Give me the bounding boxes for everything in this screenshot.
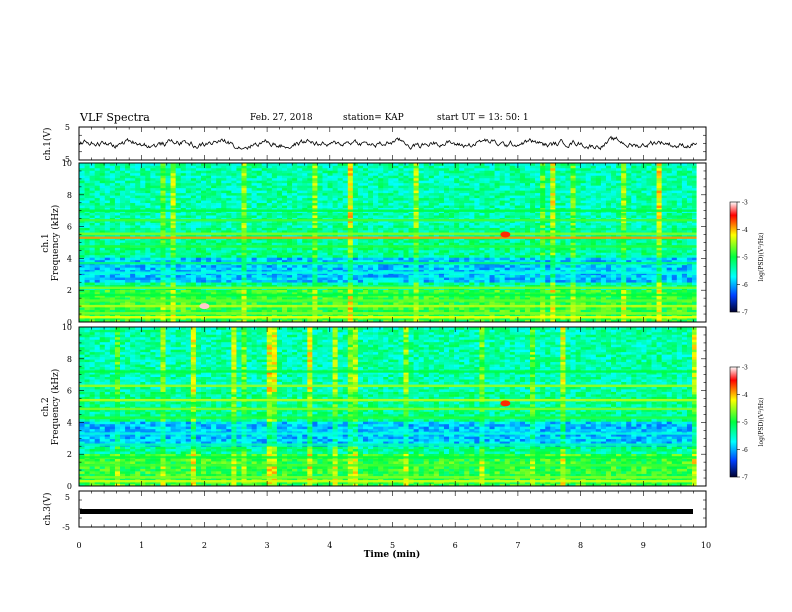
ch2-spectrogram-yticks: 0 2 4 6 8 10 <box>62 323 706 491</box>
ch3-yaxis-label: ch.3(V) <box>42 493 53 526</box>
spectral-band-5 <box>79 432 698 435</box>
ch3-waveform-trace <box>80 509 693 514</box>
axis-ticks <box>78 126 707 528</box>
start-time-label: start UT = 13: 50: 1 <box>437 113 529 123</box>
time-axis-ticklabels: 0 1 2 3 4 5 6 7 8 9 10 <box>76 541 711 550</box>
xtick-label-4: 4 <box>327 541 332 550</box>
ch1-spec-label-channel: ch.1 <box>41 233 51 252</box>
ytick-label-8: 8 <box>67 355 72 364</box>
ch1-waveform-trace <box>78 135 697 151</box>
spectral-band-5 <box>79 286 698 290</box>
ch2-colorbar-label: log(PSD)(V²/Hz) <box>758 398 765 447</box>
ytick-label-10: 10 <box>62 159 72 168</box>
ch3-ytick-top: 5 <box>65 493 70 502</box>
spectral-band-2 <box>79 464 698 467</box>
spectral-band-7 <box>79 407 698 411</box>
xtick-label-5: 5 <box>390 541 395 550</box>
ytick-label-2: 2 <box>67 286 72 295</box>
hotspot-0 <box>500 400 511 407</box>
date-label: Feb. 27, 2018 <box>250 113 313 123</box>
ch3-ytick-bottom: -5 <box>62 523 70 532</box>
ch2-spectrogram <box>79 327 706 487</box>
spectral-band-11 <box>79 219 698 222</box>
spectral-band-10 <box>79 370 698 373</box>
spectral-band-6 <box>79 271 698 274</box>
spectral-band-8 <box>79 245 698 248</box>
xtick-label-10: 10 <box>701 541 711 550</box>
ytick-label-4: 4 <box>67 254 72 263</box>
colorbar-tick--5: -5 <box>742 420 748 427</box>
ch1-ytick-top: 5 <box>65 123 70 132</box>
spectral-band-8 <box>79 398 698 402</box>
ch1-spec-label-freq: Frequency (kHz) <box>50 205 61 282</box>
ch1-colorbar-ticks: -3 -4 -5 -6 -7 <box>737 200 748 317</box>
spectral-band-1 <box>79 476 698 479</box>
spectral-band-3 <box>79 456 698 459</box>
station-label: station= KAP <box>343 113 404 123</box>
spectral-band-4 <box>79 443 698 446</box>
hotspot-1 <box>500 231 511 238</box>
spectral-band-3 <box>79 299 698 302</box>
spectral-band-12 <box>79 209 698 212</box>
ch2-spec-label-freq: Frequency (kHz) <box>50 369 61 446</box>
ytick-label-0: 0 <box>67 482 72 491</box>
colorbar-tick--6: -6 <box>742 282 748 289</box>
xtick-label-0: 0 <box>76 541 81 550</box>
ch1-colorbar <box>729 201 738 313</box>
ch1-colorbar-label: log(PSD)(V²/Hz) <box>758 233 765 282</box>
ytick-label-0: 0 <box>67 318 72 327</box>
colorbar-tick--4: -4 <box>742 392 748 399</box>
hotspot-0 <box>199 303 210 310</box>
spectral-band-10 <box>79 232 698 235</box>
ytick-label-6: 6 <box>67 387 72 396</box>
spectral-band-7 <box>79 261 698 265</box>
xtick-label-1: 1 <box>139 541 144 550</box>
ytick-label-10: 10 <box>62 323 72 332</box>
colorbar-tick--7: -7 <box>742 310 748 317</box>
colorbar-tick--3: -3 <box>742 200 748 207</box>
ytick-label-8: 8 <box>67 191 72 200</box>
spectral-band-0 <box>79 480 698 483</box>
chart-title: VLF Spectra <box>80 111 150 124</box>
ytick-label-2: 2 <box>67 450 72 459</box>
colorbar-tick--7: -7 <box>742 475 748 482</box>
xtick-label-7: 7 <box>515 541 520 550</box>
colorbar-tick--4: -4 <box>742 227 748 234</box>
colorbar-tick--3: -3 <box>742 365 748 372</box>
ch1-yaxis-label: ch.1(V) <box>42 128 53 161</box>
xtick-label-8: 8 <box>578 541 583 550</box>
ch2-colorbar-ticks: -3 -4 -5 -6 -7 <box>737 365 748 482</box>
xtick-label-2: 2 <box>202 541 207 550</box>
xtick-label-6: 6 <box>453 541 458 550</box>
xtick-label-3: 3 <box>265 541 270 550</box>
spectral-band-0 <box>79 316 698 319</box>
ch1-ytick-bottom: -5 <box>62 155 70 164</box>
ch1-spectrogram <box>79 163 706 323</box>
spectral-band-4 <box>79 293 698 297</box>
ch2-spec-label-channel: ch.2 <box>41 397 51 416</box>
spectral-band-1 <box>79 312 698 315</box>
spectral-band-9 <box>79 236 698 239</box>
ch1-spectrogram-yticks: 0 2 4 6 8 10 <box>62 159 706 327</box>
xtick-label-9: 9 <box>641 541 646 550</box>
spectral-band-2 <box>79 304 698 308</box>
ytick-label-6: 6 <box>67 223 72 232</box>
colorbar-tick--5: -5 <box>742 255 748 262</box>
time-axis-label: Time (min) <box>364 549 421 560</box>
spectral-band-9 <box>79 384 698 388</box>
ch2-colorbar <box>729 366 738 478</box>
spectral-band-6 <box>79 416 698 419</box>
ytick-label-4: 4 <box>67 418 72 427</box>
colorbar-tick--6: -6 <box>742 447 748 454</box>
